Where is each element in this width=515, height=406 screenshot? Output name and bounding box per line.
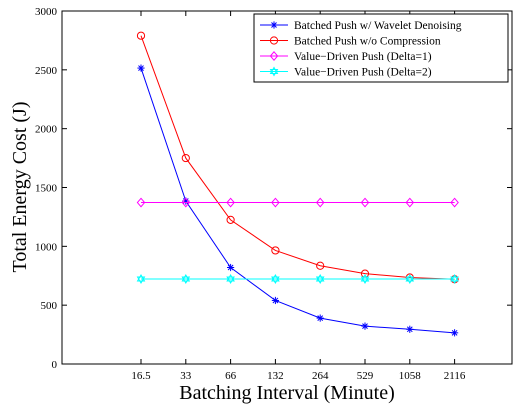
data-point [360, 274, 370, 285]
data-point [136, 197, 146, 208]
data-point [405, 197, 415, 208]
data-point [226, 215, 235, 224]
series-line [140, 67, 455, 334]
legend-label: Batched Push w/ Wavelet Denoising [294, 20, 462, 32]
y-tick-label: 2000 [35, 124, 58, 136]
data-point [451, 329, 459, 337]
x-tick-label: 132 [267, 370, 284, 382]
legend-label: Batched Push w/o Compression [294, 36, 441, 48]
series-2 [136, 31, 459, 284]
series-1 [137, 64, 459, 337]
y-tick-label: 3000 [35, 6, 58, 18]
data-point [316, 314, 324, 322]
data-point [181, 197, 191, 208]
y-tick-label: 1000 [35, 241, 58, 253]
data-point [271, 246, 280, 255]
series-4 [136, 274, 459, 285]
data-point [136, 274, 146, 285]
data-point [181, 274, 191, 285]
data-point [226, 197, 235, 208]
legend-item: Value−Driven Push (Delta=1) [260, 51, 432, 63]
x-tick-label: 1058 [399, 370, 422, 382]
data-point [269, 36, 279, 45]
x-tick-label: 33 [180, 370, 192, 382]
legend-item: Batched Push w/ Wavelet Denoising [260, 20, 462, 32]
x-tick-label: 66 [225, 370, 237, 382]
data-point [315, 274, 325, 285]
legend: Batched Push w/ Wavelet Denoising Batched… [253, 13, 509, 83]
legend-item: Batched Push w/o Compression [260, 36, 441, 48]
data-point [316, 261, 325, 270]
x-tick-label: 2116 [444, 370, 466, 382]
legend-label: Value−Driven Push (Delta=2) [294, 67, 432, 79]
data-point [270, 21, 278, 29]
series-line [140, 35, 455, 280]
axis-ticks: 0 500 1000 1500 2000 2500 3000 16.5 33 66 132 264 52… [35, 6, 512, 382]
legend-label: Value−Driven Push (Delta=1) [294, 51, 432, 63]
x-tick-label: 264 [312, 370, 329, 382]
series-3 [136, 197, 459, 208]
series-layer [136, 31, 459, 337]
data-point [227, 263, 235, 272]
data-point [271, 274, 280, 285]
y-axis-label: Total Energy Cost (J) [9, 102, 31, 273]
data-point [405, 274, 415, 285]
data-point [271, 197, 280, 208]
data-point [360, 197, 370, 208]
data-point [315, 197, 325, 208]
y-tick-label: 2500 [35, 65, 58, 77]
data-point [136, 31, 146, 40]
x-axis-label: Batching Interval (Minute) [179, 382, 395, 404]
data-point [137, 64, 145, 72]
legend-box [253, 13, 509, 83]
data-point [450, 197, 459, 208]
data-point [271, 296, 279, 305]
data-point [269, 66, 279, 77]
x-tick-label: 529 [357, 370, 374, 382]
data-point [269, 51, 279, 61]
data-point [226, 274, 235, 285]
data-point [450, 274, 459, 285]
y-tick-label: 500 [41, 300, 58, 312]
y-tick-label: 0 [52, 359, 58, 371]
legend-item: Value−Driven Push (Delta=2) [260, 66, 432, 79]
y-tick-label: 1500 [35, 183, 58, 195]
data-point [361, 322, 369, 330]
data-point [181, 153, 190, 163]
x-tick-label: 16.5 [131, 370, 151, 382]
data-point [406, 325, 414, 333]
